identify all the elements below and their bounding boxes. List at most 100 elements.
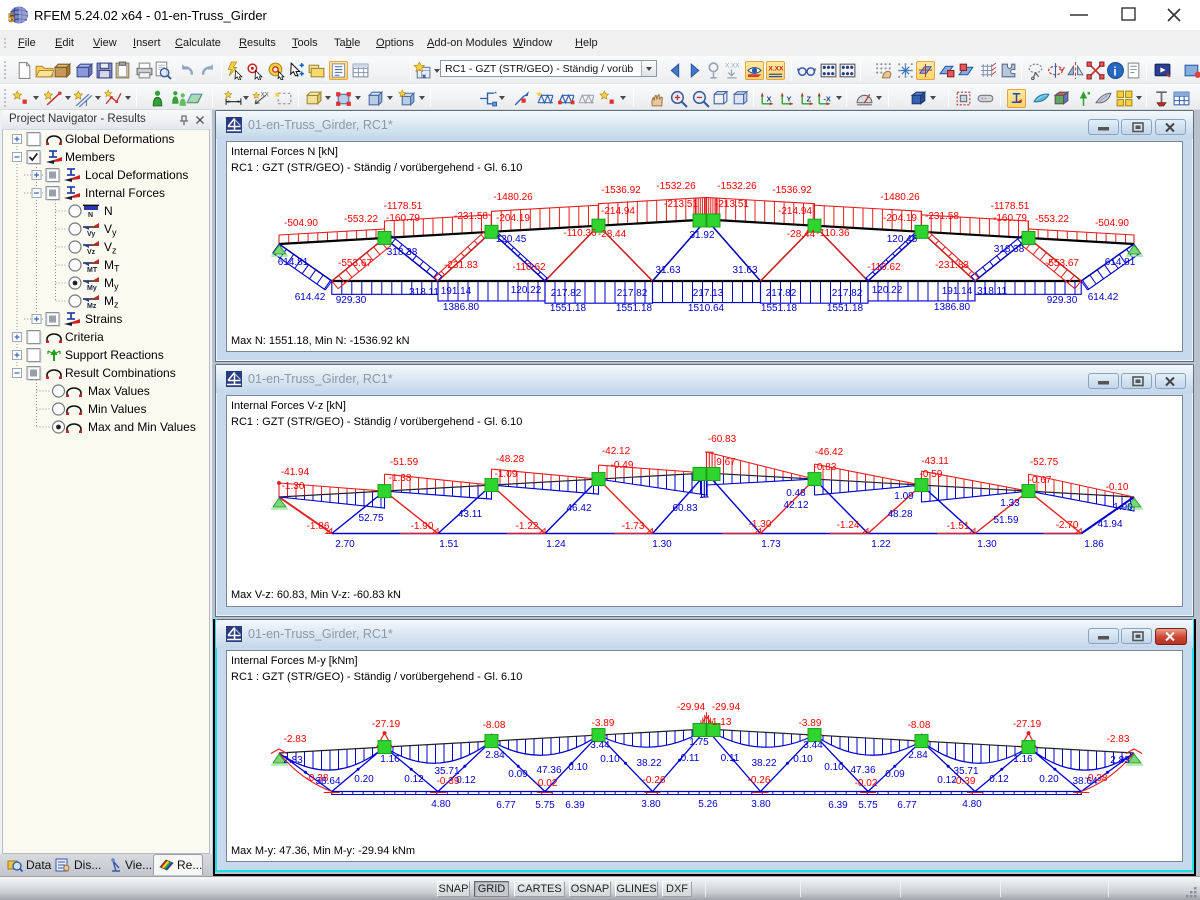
svg-text:2.84: 2.84	[908, 750, 928, 761]
svg-text:5.26: 5.26	[698, 799, 718, 810]
svg-text:MT: MT	[104, 258, 120, 274]
svg-text:43.11: 43.11	[458, 509, 483, 520]
svg-text:52.75: 52.75	[358, 513, 383, 524]
svg-text:1551.18: 1551.18	[616, 303, 653, 314]
svg-text:38.22: 38.22	[636, 758, 661, 769]
svg-text:-3.89: -3.89	[592, 718, 615, 729]
svg-text:-0.83: -0.83	[814, 462, 837, 473]
svg-text:Min Values: Min Values	[88, 402, 146, 416]
svg-text:-0.67: -0.67	[1029, 475, 1052, 486]
svg-text:-214.94: -214.94	[778, 206, 812, 217]
svg-text:6.77: 6.77	[496, 800, 516, 811]
svg-text:0.48: 0.48	[786, 488, 806, 499]
svg-text:318.11: 318.11	[977, 286, 1007, 297]
svg-text:I: I	[86, 99, 88, 108]
svg-text:1510.64: 1510.64	[688, 303, 725, 314]
svg-text:614.42: 614.42	[1088, 292, 1119, 303]
svg-text:191.14: 191.14	[441, 286, 472, 297]
svg-text:0.12: 0.12	[937, 775, 957, 786]
svg-text:Members: Members	[65, 150, 115, 164]
svg-text:-3.89: -3.89	[799, 718, 822, 729]
svg-text:1.75: 1.75	[689, 737, 709, 748]
svg-text:-213.51: -213.51	[715, 199, 749, 210]
svg-text:-0.10: -0.10	[1106, 482, 1129, 493]
svg-text:-43.11: -43.11	[921, 456, 949, 467]
svg-text:3.44: 3.44	[590, 740, 610, 751]
svg-text:217.82: 217.82	[551, 288, 582, 299]
svg-text:1.86: 1.86	[1084, 539, 1104, 550]
svg-text:-2.83: -2.83	[284, 734, 307, 745]
svg-text:Strains: Strains	[85, 312, 122, 326]
svg-text:Criteria: Criteria	[65, 330, 104, 344]
svg-text:-0.39: -0.39	[437, 776, 460, 787]
svg-text:47.36: 47.36	[850, 765, 875, 776]
svg-text:42.12: 42.12	[783, 500, 808, 511]
svg-text:0.10: 0.10	[793, 754, 813, 765]
svg-text:0.20: 0.20	[1039, 774, 1059, 785]
svg-text:-42.12: -42.12	[602, 446, 631, 457]
svg-text:Local Deformations: Local Deformations	[85, 168, 188, 182]
svg-text:0.10: 0.10	[568, 762, 588, 773]
svg-text:-8.08: -8.08	[908, 720, 931, 731]
svg-text:0.20: 0.20	[354, 774, 374, 785]
svg-text:614.42: 614.42	[295, 292, 326, 303]
svg-text:614.81: 614.81	[278, 257, 309, 268]
svg-text:Result Combinations: Result Combinations	[65, 366, 176, 380]
svg-text:-1.73: -1.73	[622, 521, 645, 532]
svg-text:929.30: 929.30	[1047, 295, 1078, 306]
svg-text:1.16: 1.16	[1013, 754, 1033, 765]
svg-text:2.83: 2.83	[283, 755, 303, 766]
svg-text:-1.38: -1.38	[389, 473, 412, 484]
svg-text:5.75: 5.75	[535, 800, 555, 811]
svg-text:-1536.92: -1536.92	[601, 185, 641, 196]
svg-text:My: My	[104, 276, 119, 292]
svg-text:-1.13: -1.13	[709, 717, 732, 728]
svg-text:47.36: 47.36	[536, 765, 561, 776]
svg-text:-553.67: -553.67	[1045, 258, 1079, 269]
svg-text:Support Reactions: Support Reactions	[65, 348, 164, 362]
svg-text:-231.83: -231.83	[444, 260, 478, 271]
svg-text:929.30: 929.30	[336, 295, 367, 306]
svg-text:1.51: 1.51	[439, 539, 459, 550]
svg-text:120.22: 120.22	[511, 285, 542, 296]
svg-text:-1.86: -1.86	[307, 521, 330, 532]
svg-text:48.28: 48.28	[887, 509, 912, 520]
svg-text:1.73: 1.73	[761, 539, 781, 550]
svg-text:1.16: 1.16	[380, 754, 400, 765]
svg-text:1.90: 1.90	[1113, 502, 1133, 513]
svg-text:0.10: 0.10	[824, 762, 844, 773]
svg-text:38.22: 38.22	[751, 758, 776, 769]
svg-text:1.33: 1.33	[1000, 498, 1020, 509]
svg-text:318.38: 318.38	[994, 244, 1025, 255]
svg-text:6.39: 6.39	[565, 800, 585, 811]
svg-text:-1178.51: -1178.51	[991, 201, 1030, 212]
svg-text:-0.59: -0.59	[920, 469, 943, 480]
svg-text:120.45: 120.45	[887, 234, 918, 245]
svg-text:-160.79: -160.79	[386, 213, 420, 224]
svg-text:2.84: 2.84	[485, 750, 505, 761]
svg-text:5: 5	[8, 11, 15, 25]
svg-text:N: N	[104, 204, 113, 218]
svg-text:-231.58: -231.58	[454, 211, 488, 222]
svg-text:0.11: 0.11	[721, 753, 740, 764]
svg-text:Vz: Vz	[87, 249, 96, 256]
svg-text:Mz: Mz	[87, 303, 97, 310]
svg-text:1.09: 1.09	[894, 491, 914, 502]
svg-text:-1480.26: -1480.26	[493, 192, 533, 203]
svg-text:Global Deformations: Global Deformations	[65, 132, 174, 146]
svg-text:38.64: 38.64	[315, 776, 340, 787]
svg-text:X: X	[766, 95, 771, 104]
svg-text:-1.90: -1.90	[411, 521, 434, 532]
svg-text:9.67: 9.67	[716, 457, 736, 468]
svg-text:3.80: 3.80	[751, 799, 771, 810]
svg-text:Mz: Mz	[104, 294, 119, 310]
svg-text:-1532.26: -1532.26	[717, 181, 757, 192]
svg-text:-110.62: -110.62	[867, 262, 901, 273]
svg-text:X.XX: X.XX	[768, 66, 784, 73]
svg-text:-204.19: -204.19	[883, 213, 917, 224]
svg-text:1.30: 1.30	[977, 539, 997, 550]
svg-text:-2.70: -2.70	[1056, 520, 1079, 531]
svg-text:31.63: 31.63	[732, 265, 757, 276]
svg-text:0.12: 0.12	[404, 774, 424, 785]
svg-text:-0.02: -0.02	[855, 778, 878, 789]
